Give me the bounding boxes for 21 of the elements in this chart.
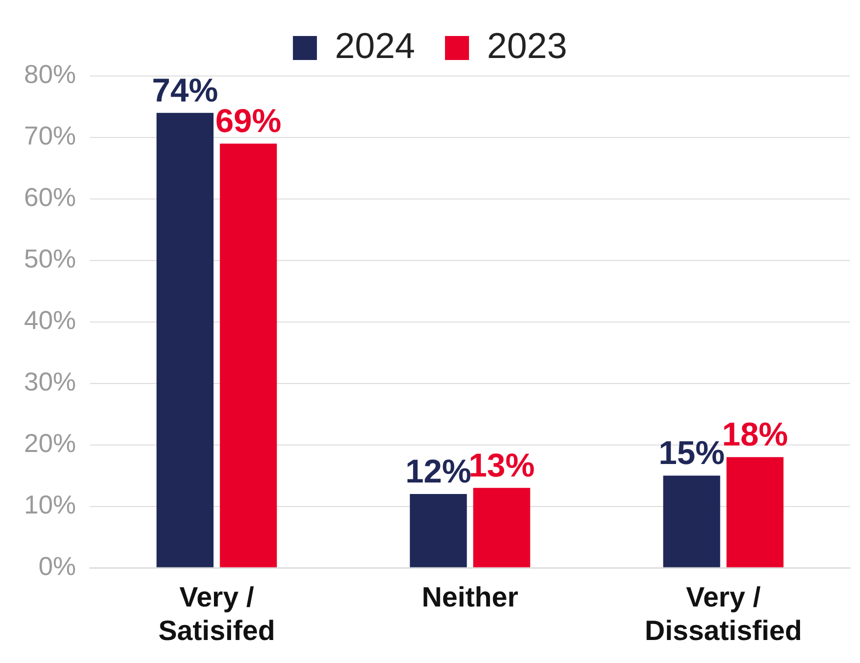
bar	[473, 488, 530, 568]
bar	[156, 112, 214, 568]
y-tick-label: 30%	[24, 366, 76, 397]
bar	[726, 457, 784, 568]
x-tick-label: Very / Dissatisfied	[644, 581, 802, 646]
y-tick-label: 40%	[24, 305, 76, 336]
bar	[220, 144, 277, 568]
x-tick-label: Very / Satisifed	[158, 581, 276, 646]
y-tick-label: 10%	[24, 489, 76, 520]
y-tick-label: 70%	[24, 120, 76, 151]
legend-label: 2024	[334, 24, 416, 66]
y-tick-label: 0%	[38, 550, 76, 581]
y-tick-label: 60%	[24, 182, 76, 212]
x-tick-label: Neither	[422, 581, 518, 612]
legend-label: 2023	[487, 24, 568, 66]
data-label: 12%	[405, 452, 472, 490]
bar	[663, 476, 720, 568]
y-tick-label: 50%	[24, 244, 76, 274]
y-tick-label: 80%	[24, 59, 76, 90]
bar	[410, 494, 467, 568]
y-tick-label: 20%	[24, 428, 76, 458]
